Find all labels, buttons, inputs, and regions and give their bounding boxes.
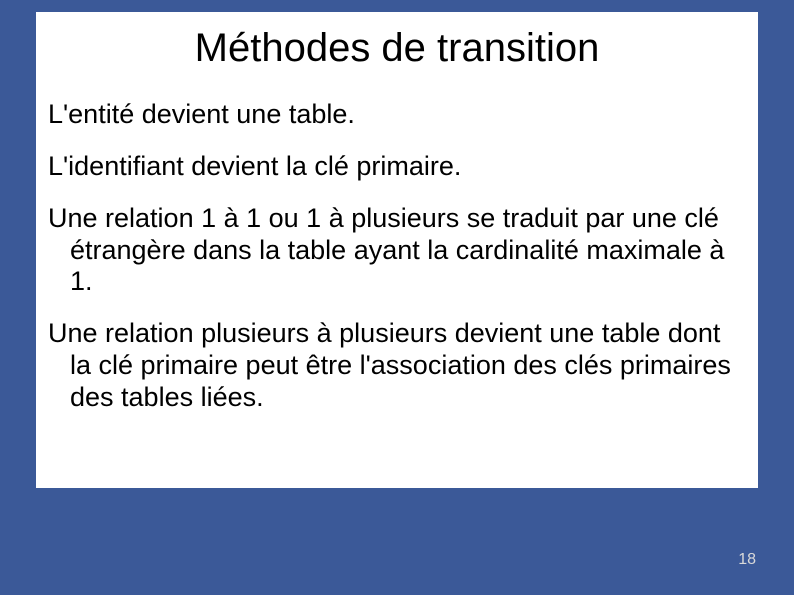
- slide-content-box: Méthodes de transition L'entité devient …: [36, 12, 758, 488]
- bullet-2: L'identifiant devient la clé primaire.: [36, 151, 758, 183]
- bullet-1: L'entité devient une table.: [36, 99, 758, 131]
- bullet-3: Une relation 1 à 1 ou 1 à plusieurs se t…: [36, 203, 758, 299]
- bullet-4: Une relation plusieurs à plusieurs devie…: [36, 318, 758, 414]
- slide-title: Méthodes de transition: [36, 26, 758, 71]
- page-number: 18: [738, 551, 756, 569]
